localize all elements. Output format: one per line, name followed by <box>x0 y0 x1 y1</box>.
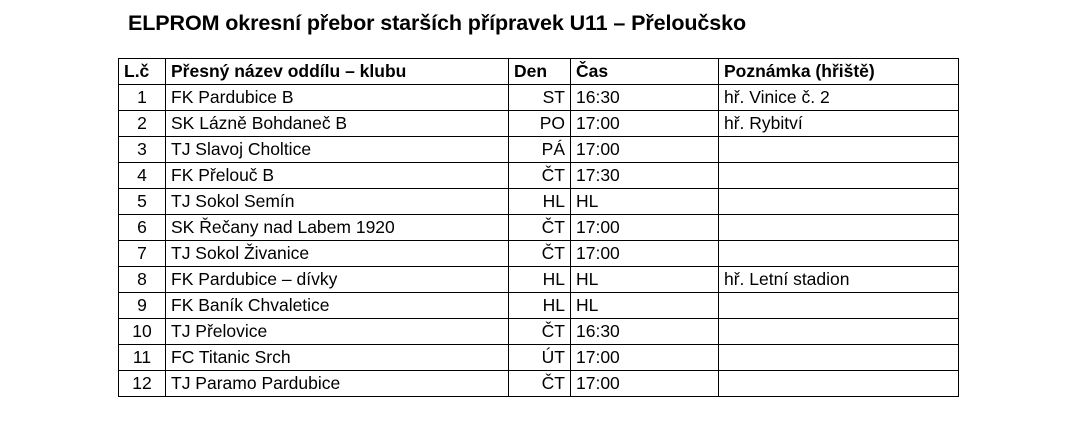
cell-day: PÁ <box>508 136 571 163</box>
cell-num: 7 <box>118 240 166 267</box>
cell-num: 5 <box>118 188 166 215</box>
table-row: 10 TJ Přelovice ČT 16:30 <box>118 318 959 345</box>
cell-note <box>718 240 959 267</box>
cell-club: FK Pardubice – dívky <box>165 266 509 293</box>
cell-club: TJ Slavoj Choltice <box>165 136 509 163</box>
cell-club: TJ Sokol Semín <box>165 188 509 215</box>
cell-day: ČT <box>508 318 571 345</box>
cell-time: 17:00 <box>570 110 719 137</box>
table-header: L.č Přesný název oddílu – klubu Den Čas … <box>118 58 959 85</box>
cell-num: 11 <box>118 344 166 371</box>
cell-club: TJ Sokol Živanice <box>165 240 509 267</box>
table-header-row: L.č Přesný název oddílu – klubu Den Čas … <box>118 58 959 85</box>
cell-day: HL <box>508 266 571 293</box>
cell-num: 2 <box>118 110 166 137</box>
cell-day: ČT <box>508 162 571 189</box>
cell-time: 17:00 <box>570 136 719 163</box>
cell-time: 17:00 <box>570 344 719 371</box>
cell-club: TJ Přelovice <box>165 318 509 345</box>
cell-note <box>718 214 959 241</box>
cell-time: 17:00 <box>570 214 719 241</box>
cell-day: HL <box>508 292 571 319</box>
cell-num: 10 <box>118 318 166 345</box>
cell-day: PO <box>508 110 571 137</box>
table-row: 7 TJ Sokol Živanice ČT 17:00 <box>118 240 959 267</box>
column-header-club: Přesný název oddílu – klubu <box>165 58 509 85</box>
cell-note <box>718 136 959 163</box>
column-header-number: L.č <box>118 58 166 85</box>
table-row: 6 SK Řečany nad Labem 1920 ČT 17:00 <box>118 214 959 241</box>
table-row: 3 TJ Slavoj Choltice PÁ 17:00 <box>118 136 959 163</box>
cell-club: SK Lázně Bohdaneč B <box>165 110 509 137</box>
cell-club: FC Titanic Srch <box>165 344 509 371</box>
table-row: 4 FK Přelouč B ČT 17:30 <box>118 162 959 189</box>
column-header-time: Čas <box>570 58 719 85</box>
cell-num: 9 <box>118 292 166 319</box>
cell-note <box>718 318 959 345</box>
cell-num: 3 <box>118 136 166 163</box>
cell-num: 8 <box>118 266 166 293</box>
cell-day: ČT <box>508 214 571 241</box>
cell-num: 4 <box>118 162 166 189</box>
cell-day: ČT <box>508 240 571 267</box>
column-header-note: Poznámka (hřiště) <box>718 58 959 85</box>
table-row: 1 FK Pardubice B ST 16:30 hř. Vinice č. 2 <box>118 84 959 111</box>
cell-note <box>718 162 959 189</box>
table-row: 9 FK Baník Chvaletice HL HL <box>118 292 959 319</box>
cell-time: 16:30 <box>570 318 719 345</box>
schedule-table-container: L.č Přesný název oddílu – klubu Den Čas … <box>118 58 959 397</box>
cell-time: HL <box>570 266 719 293</box>
cell-day: HL <box>508 188 571 215</box>
table-row: 8 FK Pardubice – dívky HL HL hř. Letní stadi… <box>118 266 959 293</box>
cell-club: SK Řečany nad Labem 1920 <box>165 214 509 241</box>
cell-club: FK Baník Chvaletice <box>165 292 509 319</box>
table-row: 11 FC Titanic Srch ÚT 17:00 <box>118 344 959 371</box>
cell-note: hř. Vinice č. 2 <box>718 84 959 111</box>
cell-time: 16:30 <box>570 84 719 111</box>
table-body: 1 FK Pardubice B ST 16:30 hř. Vinice č. 2 2 SK… <box>118 84 959 397</box>
table-row: 5 TJ Sokol Semín HL HL <box>118 188 959 215</box>
cell-club: FK Přelouč B <box>165 162 509 189</box>
page-title: ELPROM okresní přebor starších přípravek… <box>128 11 747 35</box>
cell-note <box>718 188 959 215</box>
cell-note: hř. Letní stadion <box>718 266 959 293</box>
cell-num: 12 <box>118 370 166 397</box>
cell-time: 17:00 <box>570 370 719 397</box>
cell-club: FK Pardubice B <box>165 84 509 111</box>
cell-note: hř. Rybitví <box>718 110 959 137</box>
cell-note <box>718 292 959 319</box>
cell-day: ST <box>508 84 571 111</box>
cell-day: ČT <box>508 370 571 397</box>
cell-num: 6 <box>118 214 166 241</box>
cell-num: 1 <box>118 84 166 111</box>
table-row: 12 TJ Paramo Pardubice ČT 17:00 <box>118 370 959 397</box>
table-row: 2 SK Lázně Bohdaneč B PO 17:00 hř. Rybitví <box>118 110 959 137</box>
schedule-table: L.č Přesný název oddílu – klubu Den Čas … <box>118 58 959 397</box>
cell-time: HL <box>570 292 719 319</box>
cell-time: 17:30 <box>570 162 719 189</box>
cell-time: HL <box>570 188 719 215</box>
cell-note <box>718 370 959 397</box>
cell-club: TJ Paramo Pardubice <box>165 370 509 397</box>
cell-time: 17:00 <box>570 240 719 267</box>
column-header-day: Den <box>508 58 571 85</box>
cell-day: ÚT <box>508 344 571 371</box>
cell-note <box>718 344 959 371</box>
